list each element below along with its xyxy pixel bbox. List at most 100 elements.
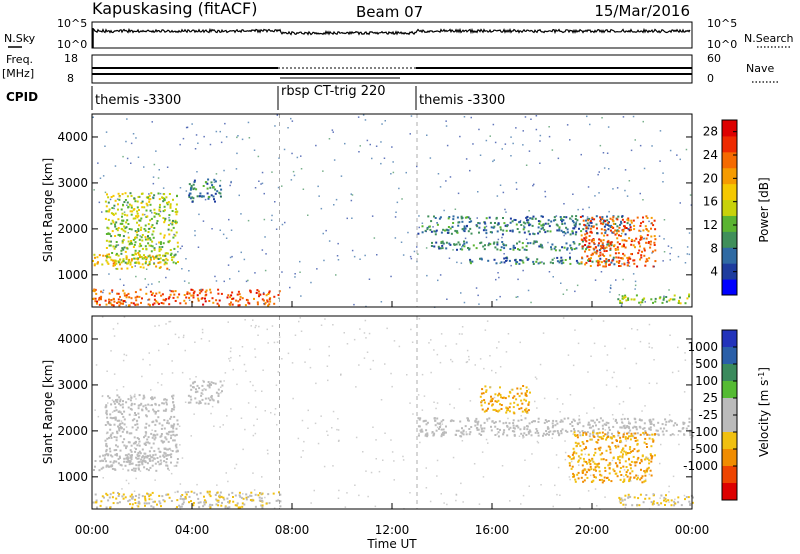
range-cell [627,496,630,499]
range-cell [134,442,137,445]
range-cell [615,446,618,449]
noise-cell [160,461,163,464]
range-cell [178,293,181,296]
time-axis: 00:00 04:00 08:00 12:00 16:00 20:00 00:00 [75,301,709,537]
range-cell [599,446,602,449]
range-cell [174,219,177,222]
noise-cell [264,269,267,272]
noise-cell [542,332,545,334]
range-cell [605,449,608,452]
noise-cell [380,162,382,165]
range-cell [599,220,602,223]
range-cell [119,222,122,225]
range-cell [188,183,191,186]
range-cell [269,300,272,303]
range-cell [685,496,688,499]
range-cell [260,492,263,495]
noise-cell [244,428,246,431]
noise-cell [563,203,565,205]
range-cell [153,410,156,413]
range-cell [558,434,560,437]
noise-cell [406,374,408,376]
range-cell [652,502,655,505]
range-cell [170,437,172,440]
range-cell [267,304,270,307]
range-cell [620,220,622,223]
range-cell [584,250,586,253]
range-cell [611,218,614,221]
range-cell [260,504,263,507]
range-cell [130,402,133,405]
range-cell [151,292,154,295]
range-cell [147,469,150,472]
range-cell [93,263,96,266]
range-cell [512,396,515,399]
range-cell [649,426,652,429]
range-cell [188,292,191,295]
noise-cell [510,388,513,391]
noise-cell [386,327,388,330]
noise-cell [195,134,198,136]
velocity-colorbar-tick-label: -25 [698,408,718,422]
range-cell [640,222,642,225]
range-cell [169,206,172,209]
noise-cell [611,414,614,416]
noise-cell [588,206,590,209]
cpid-segment-2: rbsp CT-trig 220 [281,84,386,99]
noise-cell [418,432,420,435]
range-cell [568,456,571,459]
noise-cell [291,120,294,122]
noise-cell [621,303,623,305]
range-cell [482,245,485,248]
range-cell [174,434,177,437]
range-cell [611,231,614,234]
range-cell [529,430,532,433]
noise-cell [362,114,365,116]
noise-cell [183,280,186,282]
range-cell [180,505,183,508]
range-cell [189,395,192,398]
range-cell [588,458,591,461]
range-cell [111,417,114,420]
range-cell [160,248,163,251]
range-cell [550,220,553,223]
range-cell [674,422,677,425]
range-cell [644,437,647,440]
noise-cell [481,451,484,453]
noise-cell [202,220,205,222]
range-cell [621,218,624,221]
range-cell [137,230,140,232]
range-cell [116,401,119,404]
range-cell [136,216,139,219]
noise-cell [528,485,530,487]
range-cell [163,259,166,262]
noise-cell [267,452,269,455]
range-cell [192,294,195,297]
range-cell [158,404,161,407]
range-cell [615,256,618,259]
range-cell [494,408,497,411]
range-cell [135,440,137,443]
range-cell [121,413,124,415]
range-cell [555,420,558,423]
range-cell [588,257,590,260]
range-cell [593,476,596,478]
noise-cell [593,342,596,345]
noise-cell [537,442,540,444]
range-cell [450,232,453,235]
noise-cell [580,153,582,156]
noise-cell [443,209,445,212]
range-cell [600,240,603,243]
range-cell [650,456,653,459]
range-cell [188,192,191,195]
range-cell [175,433,178,436]
y-tick-label: 3000 [57,176,88,190]
range-cell [154,423,157,426]
range-cell [582,431,585,434]
noise-cell [317,442,320,445]
range-cell [534,217,537,220]
range-cell [609,254,612,257]
range-cell [634,246,636,249]
range-cell [227,294,230,297]
range-cell [125,445,128,448]
